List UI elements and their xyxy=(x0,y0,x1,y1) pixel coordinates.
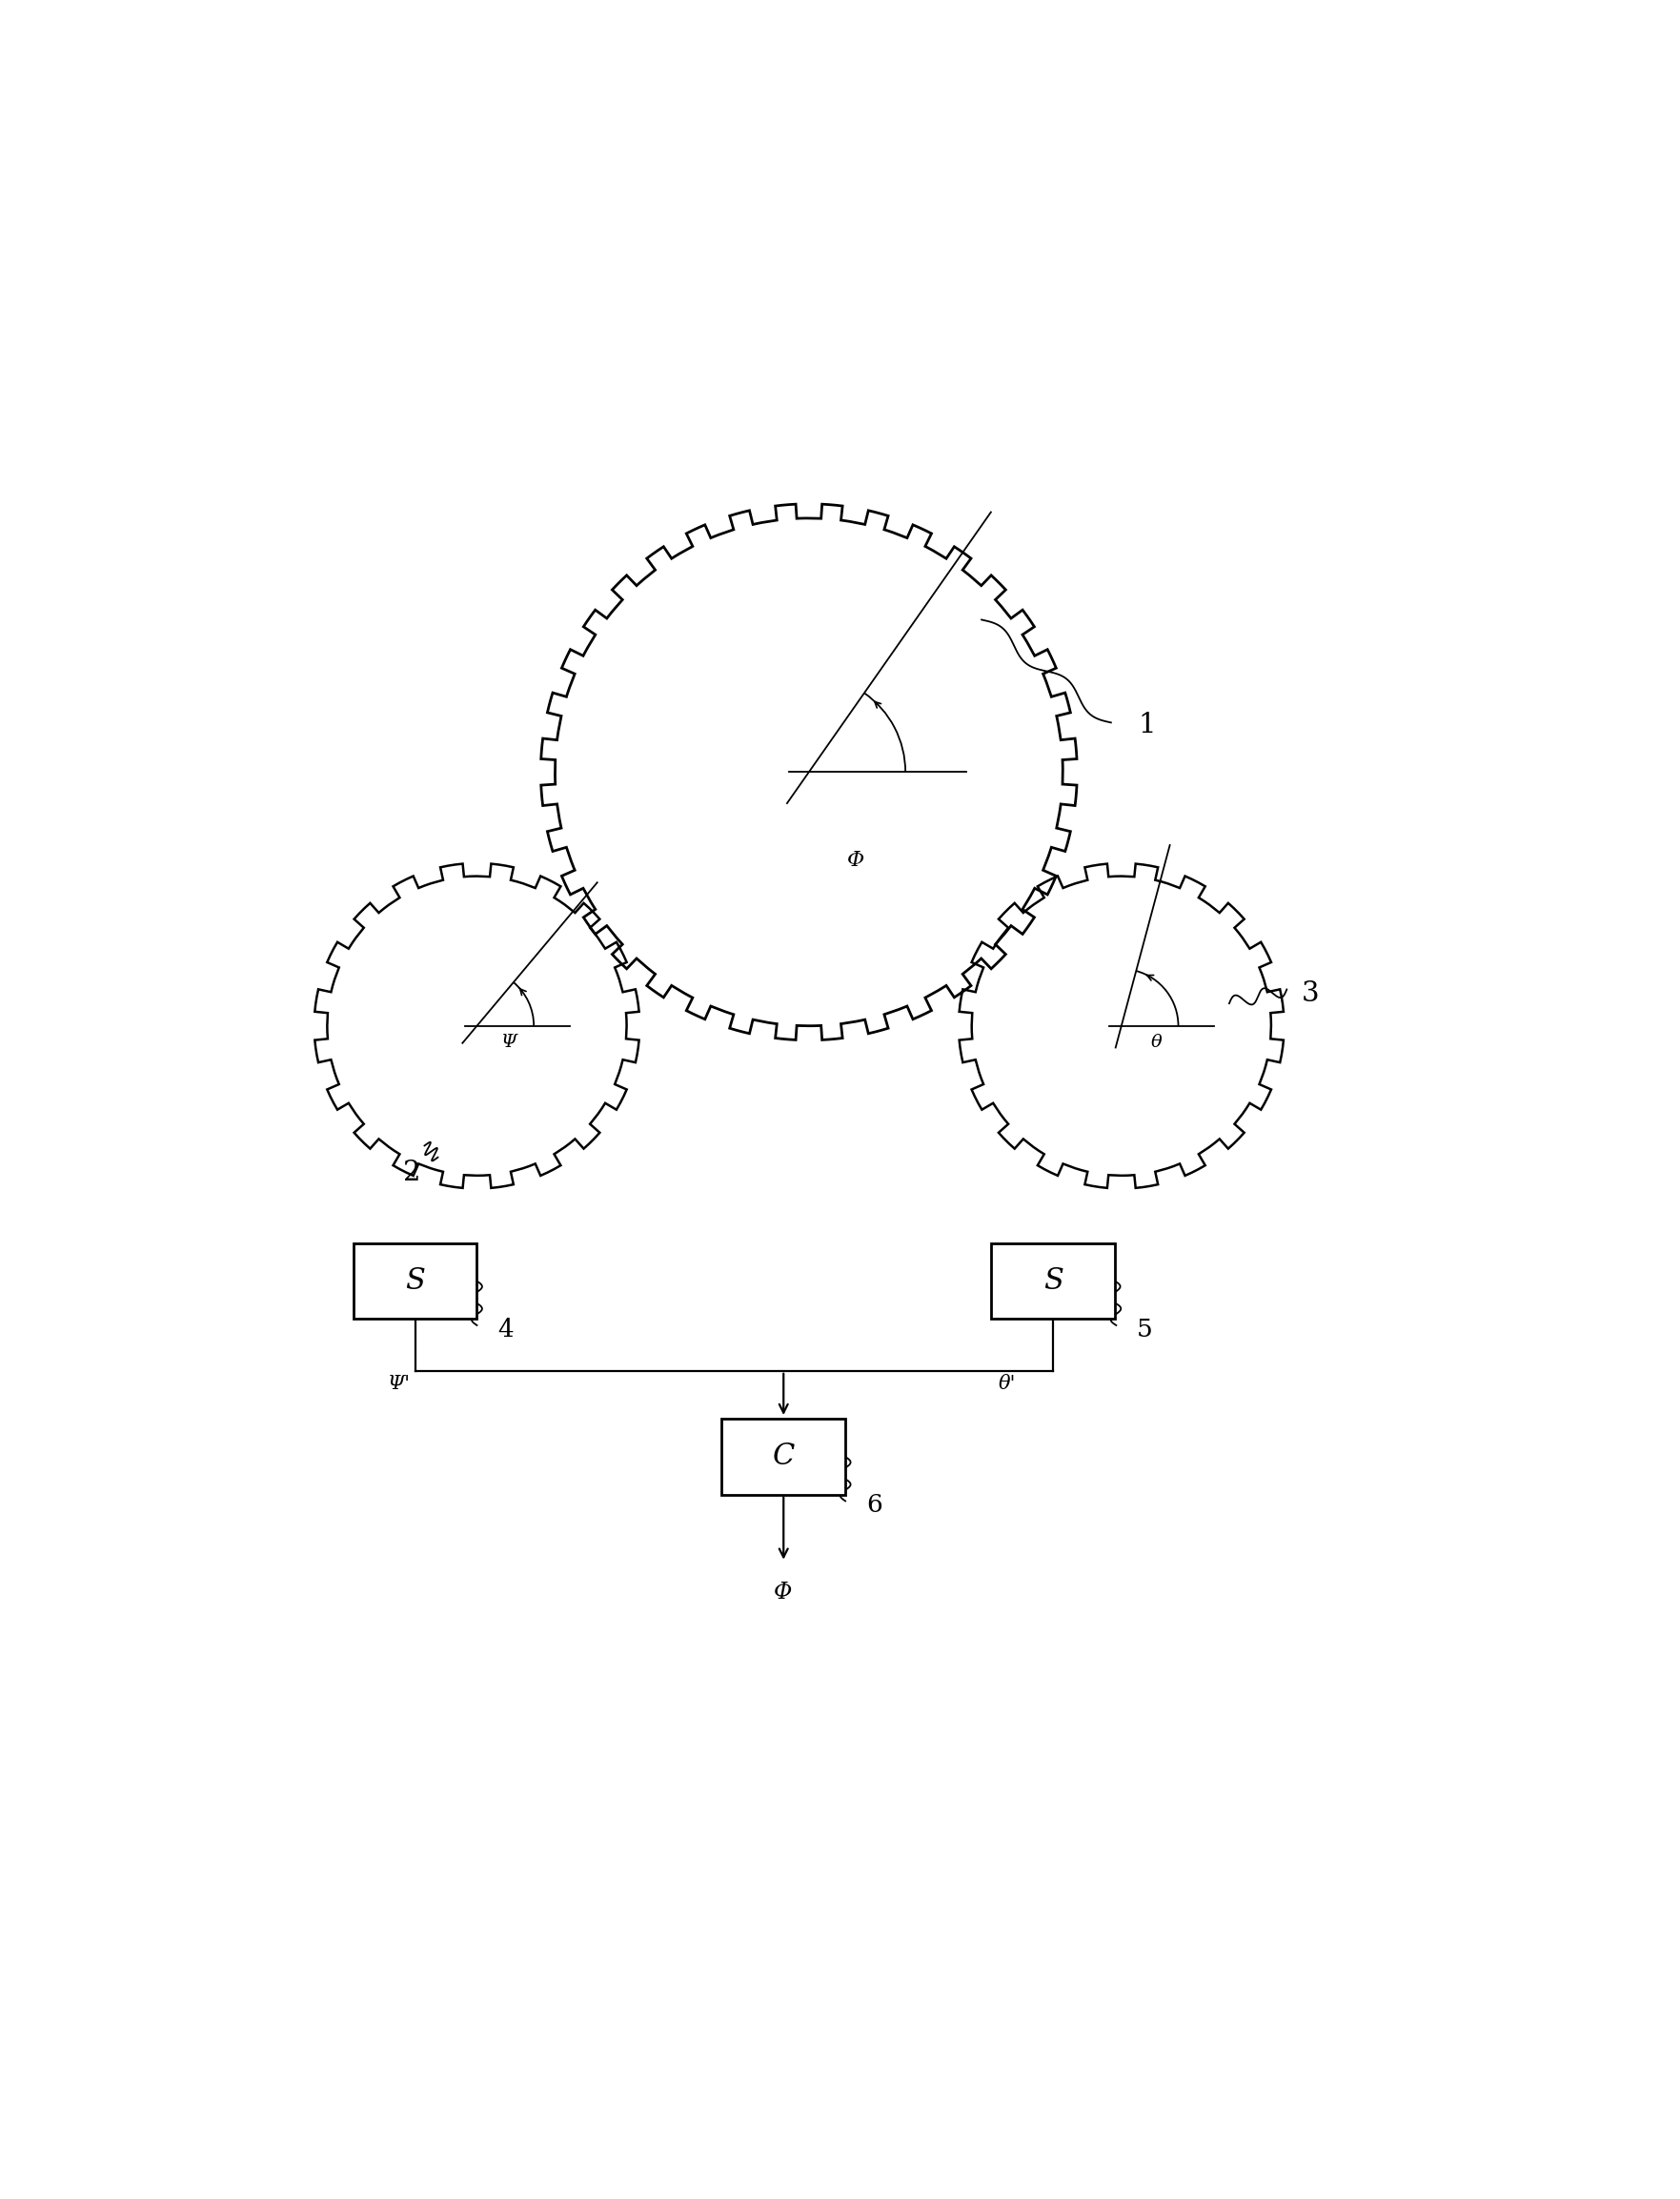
Text: C: C xyxy=(773,1443,795,1471)
Bar xyxy=(722,1418,845,1495)
Text: Ψ: Ψ xyxy=(501,1034,517,1051)
Text: 3: 3 xyxy=(1302,981,1319,1007)
Bar xyxy=(353,1242,477,1319)
Text: θ': θ' xyxy=(998,1374,1016,1392)
Text: 6: 6 xyxy=(865,1493,882,1517)
Text: S: S xyxy=(1043,1267,1063,1295)
Text: S: S xyxy=(405,1267,425,1295)
Text: Φ: Φ xyxy=(774,1581,791,1603)
Text: 2: 2 xyxy=(403,1159,420,1185)
Text: 5: 5 xyxy=(1137,1317,1152,1341)
Text: Ψ': Ψ' xyxy=(388,1374,410,1392)
Bar xyxy=(991,1242,1116,1319)
Text: 1: 1 xyxy=(1139,712,1156,739)
Text: Φ: Φ xyxy=(845,851,864,871)
Text: θ: θ xyxy=(1151,1034,1163,1051)
Text: 4: 4 xyxy=(497,1317,514,1341)
